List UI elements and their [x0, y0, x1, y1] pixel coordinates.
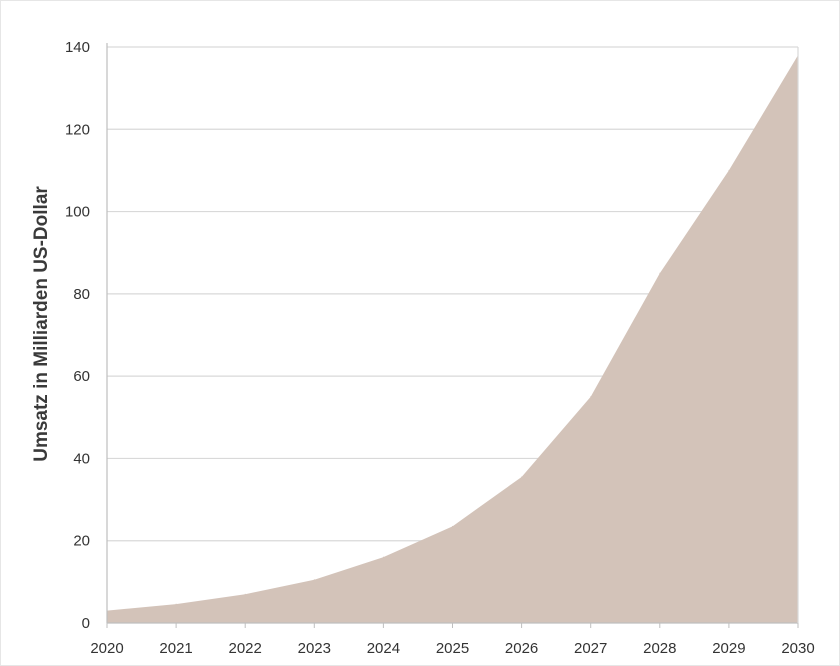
x-tick-label: 2023: [298, 640, 331, 657]
y-tick-label: 100: [65, 204, 90, 221]
data-point-2024: [382, 556, 384, 558]
x-tick-label: 2022: [229, 640, 262, 657]
x-tick-label: 2020: [90, 640, 123, 657]
y-tick-labels: 0 20 40 60 80 100 120 140: [65, 39, 90, 632]
x-tick-label: 2026: [505, 640, 538, 657]
x-tick-label: 2028: [643, 640, 676, 657]
x-tick-labels: 2020 2021 2022 2023 2024 2025 2026 2027 2028 2029…: [90, 640, 814, 657]
y-tick-label: 40: [73, 450, 90, 467]
y-tick-label: 20: [73, 533, 90, 550]
x-tick-label: 2029: [712, 640, 745, 657]
data-point-2029: [728, 169, 730, 171]
data-point-2021: [175, 603, 177, 605]
y-tick-label: 80: [73, 286, 90, 303]
data-point-2028: [659, 272, 661, 274]
area-fill: [107, 55, 798, 623]
y-axis-title: Umsatz in Milliarden US-Dollar: [31, 186, 52, 462]
data-point-2023: [313, 579, 315, 581]
area-series: [106, 54, 799, 623]
y-tick-label: 0: [82, 615, 90, 632]
data-point-2022: [244, 593, 246, 595]
x-tick-label: 2027: [574, 640, 607, 657]
data-point-2026: [521, 476, 523, 478]
data-point-2027: [590, 396, 592, 398]
axes: [106, 43, 799, 628]
x-tick-label: 2024: [367, 640, 400, 657]
y-tick-label: 120: [65, 121, 90, 138]
y-tick-label: 60: [73, 368, 90, 385]
data-point-2025: [452, 525, 453, 527]
x-tick-label: 2021: [159, 640, 192, 657]
x-tick-label: 2025: [436, 640, 469, 657]
y-tick-label: 140: [65, 39, 90, 56]
x-tick-label: 2030: [781, 640, 814, 657]
